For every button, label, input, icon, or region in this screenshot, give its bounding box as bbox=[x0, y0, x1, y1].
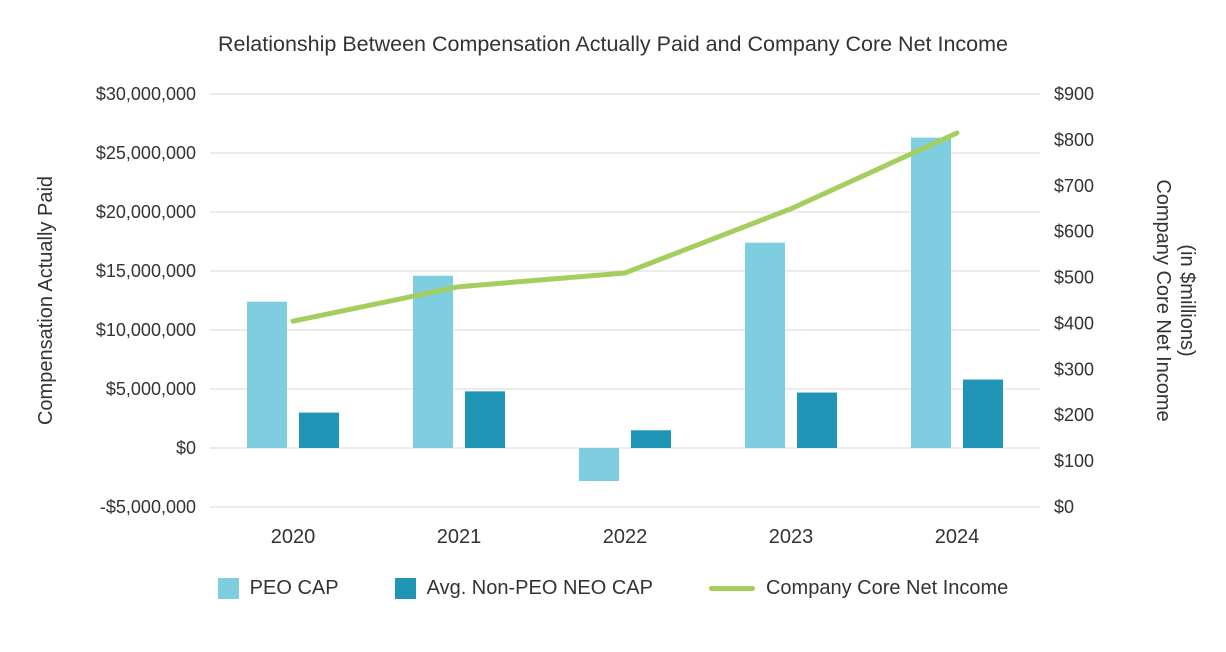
right-axis-tick-label: $600 bbox=[1054, 222, 1094, 242]
right-axis-tick-label: $700 bbox=[1054, 176, 1094, 196]
bar-peo-cap-2022 bbox=[579, 448, 619, 482]
x-axis-category-label: 2022 bbox=[603, 526, 648, 548]
right-axis-tick-label: $300 bbox=[1054, 359, 1094, 379]
left-axis-tick-label: $10,000,000 bbox=[96, 320, 196, 340]
left-axis-tick-label: -$5,000,000 bbox=[100, 497, 196, 517]
x-axis-category-label: 2023 bbox=[769, 526, 814, 548]
chart-title: Relationship Between Compensation Actual… bbox=[218, 32, 1008, 56]
line-company-core-net-income bbox=[290, 130, 960, 324]
legend-square-marker bbox=[394, 578, 416, 599]
right-axis-tick-label: $800 bbox=[1054, 130, 1094, 150]
legend-line-marker bbox=[708, 586, 755, 591]
bar-avg-non-peo-neo-cap-2020 bbox=[299, 412, 339, 448]
left-axis-tick-label: $25,000,000 bbox=[96, 143, 196, 163]
right-axis-tick-label: $900 bbox=[1054, 84, 1094, 104]
legend-item: Company Core Net Income bbox=[708, 577, 1009, 600]
left-axis-tick-label: $30,000,000 bbox=[96, 84, 196, 104]
right-axis-title-line2: (in $millions) bbox=[1176, 244, 1198, 356]
legend-item: PEO CAP bbox=[217, 577, 339, 600]
right-axis-title-line1: Company Core Net Income bbox=[1152, 179, 1174, 421]
right-axis-tick-label: $200 bbox=[1054, 405, 1094, 425]
bar-peo-cap-2024 bbox=[911, 137, 951, 448]
bar-avg-non-peo-neo-cap-2022 bbox=[631, 430, 671, 448]
left-axis-tick-label: $5,000,000 bbox=[106, 379, 196, 399]
left-axis-tick-label: $15,000,000 bbox=[96, 261, 196, 281]
bar-peo-cap-2023 bbox=[745, 242, 785, 448]
bar-avg-non-peo-neo-cap-2021 bbox=[465, 391, 505, 448]
left-axis-tick-label: $0 bbox=[176, 438, 196, 458]
x-axis-category-label: 2020 bbox=[271, 526, 316, 548]
legend: PEO CAP Avg. Non-PEO NEO CAP Company Core … bbox=[0, 577, 1226, 600]
right-axis-tick-label: $400 bbox=[1054, 313, 1094, 333]
right-axis-tick-label: $100 bbox=[1054, 451, 1094, 471]
legend-label: PEO CAP bbox=[249, 577, 339, 599]
legend-label: Avg. Non-PEO NEO CAP bbox=[426, 577, 653, 599]
bar-peo-cap-2021 bbox=[413, 275, 453, 448]
legend-square-marker bbox=[217, 578, 239, 599]
x-axis-category-label: 2024 bbox=[935, 526, 980, 548]
legend-item: Avg. Non-PEO NEO CAP bbox=[394, 577, 653, 600]
bar-avg-non-peo-neo-cap-2024 bbox=[963, 379, 1003, 448]
legend-label: Company Core Net Income bbox=[765, 577, 1009, 599]
right-axis-tick-label: $0 bbox=[1054, 497, 1074, 517]
left-axis-title: Compensation Actually Paid bbox=[35, 176, 57, 425]
right-axis-tick-label: $500 bbox=[1054, 268, 1094, 288]
bar-peo-cap-2020 bbox=[247, 301, 287, 448]
x-axis-category-label: 2021 bbox=[437, 526, 482, 548]
left-axis-tick-label: $20,000,000 bbox=[96, 202, 196, 222]
bar-avg-non-peo-neo-cap-2023 bbox=[797, 392, 837, 448]
